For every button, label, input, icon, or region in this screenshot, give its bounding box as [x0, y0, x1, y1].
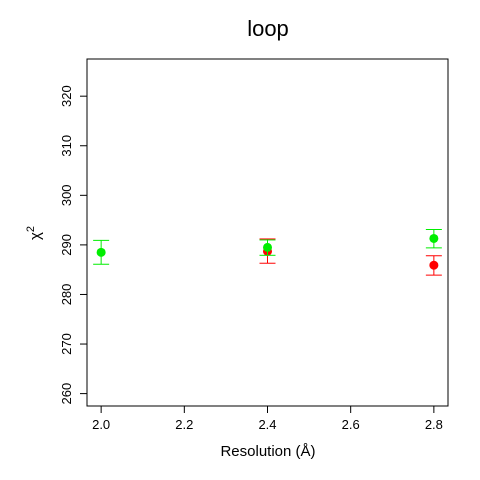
y-tick-label: 260	[59, 383, 74, 405]
data-point	[263, 242, 272, 252]
x-tick-label: 2.2	[175, 417, 193, 432]
y-tick-label: 290	[59, 234, 74, 256]
y-axis-label-sup: 2	[25, 226, 37, 232]
data-point	[429, 260, 439, 270]
x-tick-label: 2.8	[425, 417, 443, 432]
x-tick-label: 2.6	[342, 417, 360, 432]
y-tick-label: 320	[59, 85, 74, 107]
y-axis-label-base: χ	[27, 232, 44, 240]
y-axis-label: χ2	[25, 226, 44, 240]
x-tick-label: 2.0	[92, 417, 110, 432]
x-axis: 2.0 2.2 2.4 2.6 2.8	[92, 406, 443, 432]
y-tick-label: 300	[59, 184, 74, 206]
data-point	[429, 233, 439, 243]
y-tick-label: 270	[59, 333, 74, 355]
data-point	[96, 247, 106, 257]
plot-frame	[86, 58, 449, 407]
x-tick-label: 2.4	[258, 417, 276, 432]
chart-title: loop	[247, 16, 289, 41]
data-marks	[93, 229, 442, 276]
y-axis: 260 270 280 290 300 310 320	[59, 85, 87, 404]
y-tick-label: 280	[59, 284, 74, 306]
x-axis-label: Resolution (Å)	[220, 443, 315, 460]
y-tick-label: 310	[59, 135, 74, 157]
